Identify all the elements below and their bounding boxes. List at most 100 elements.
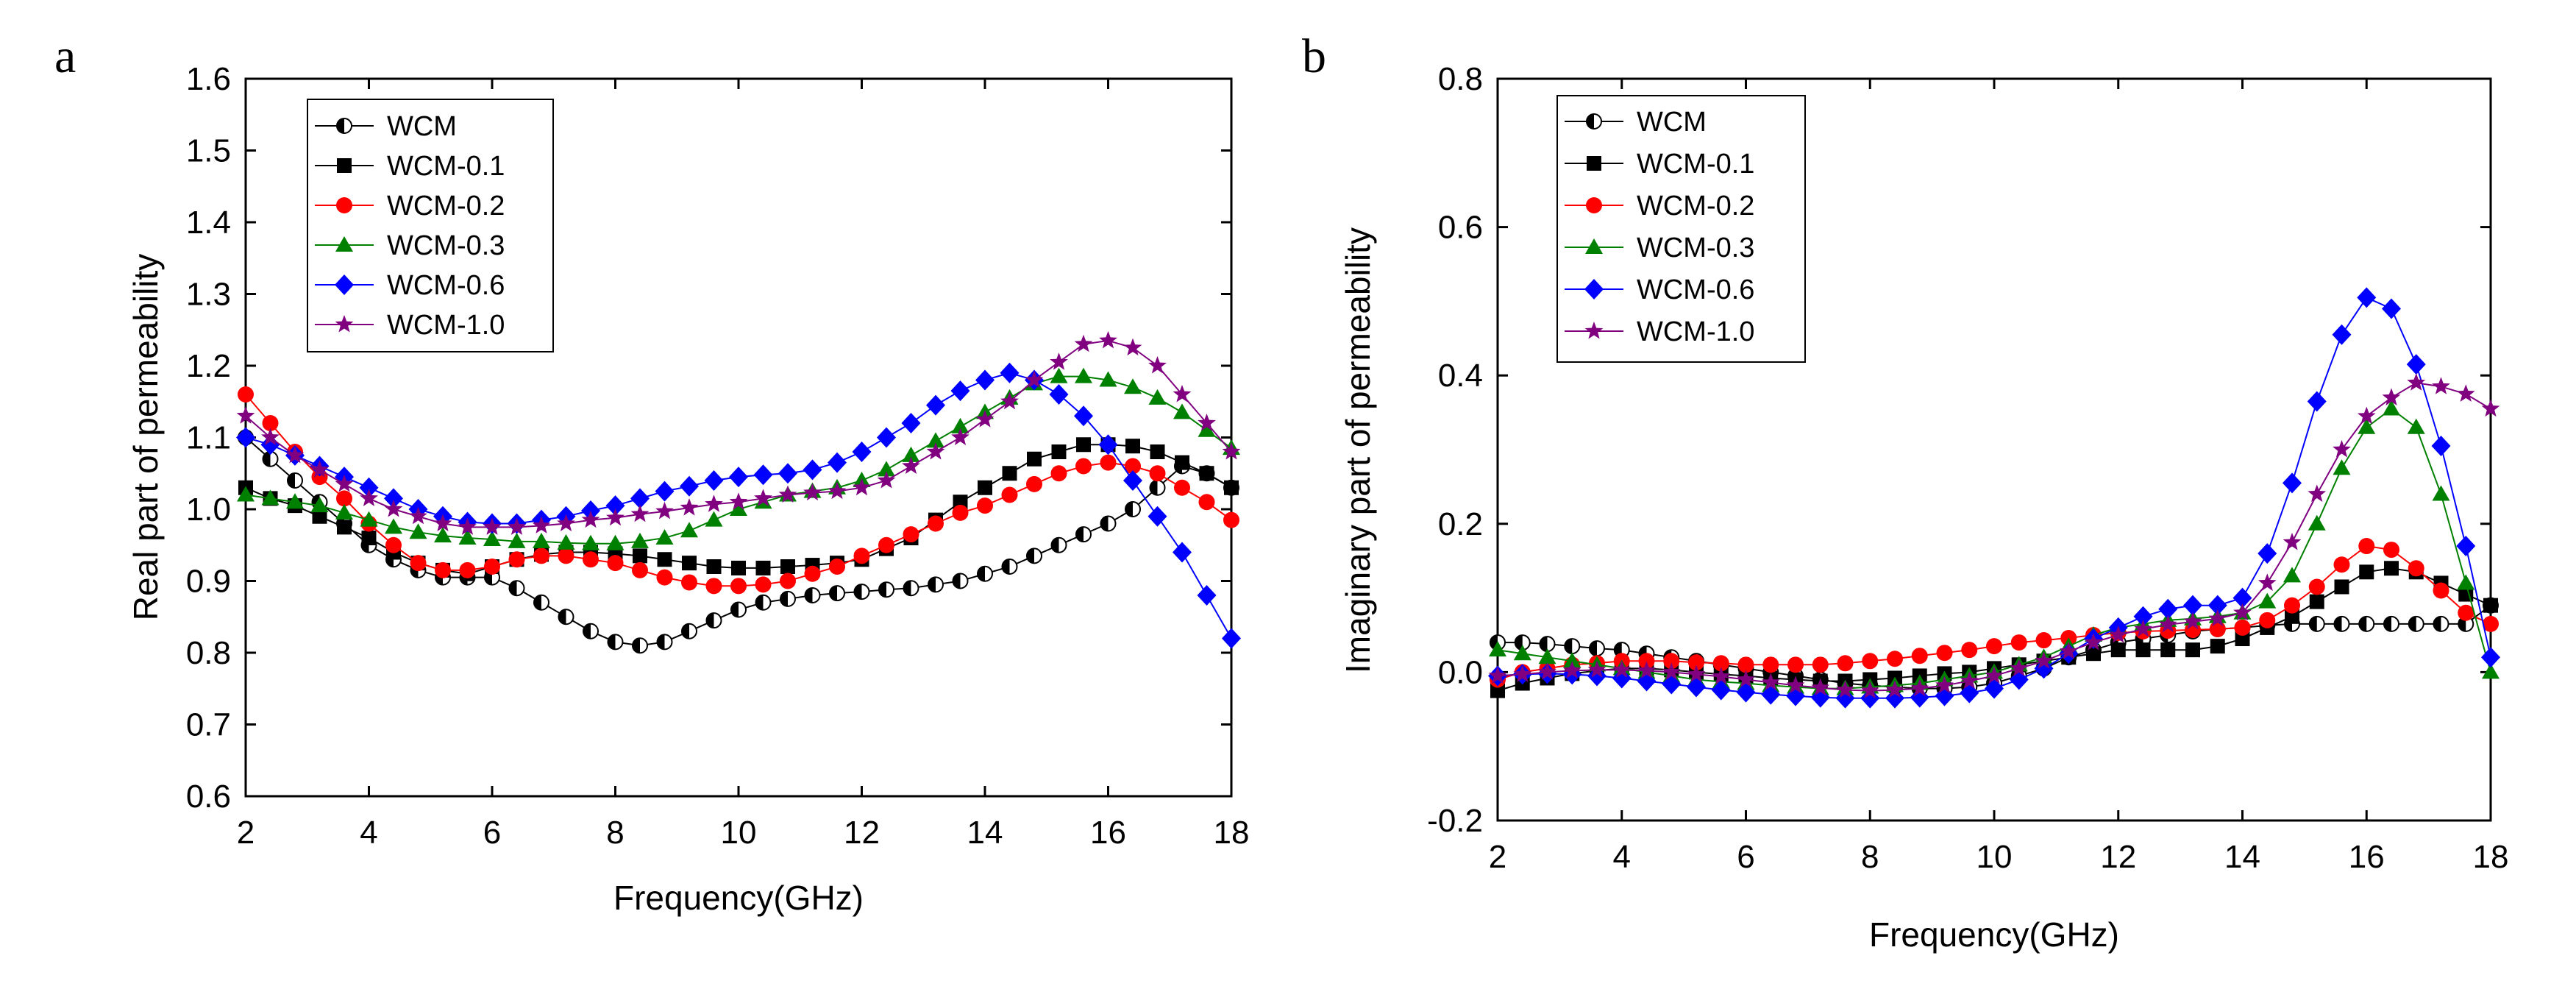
legend-label: WCM-0.3 xyxy=(387,230,505,261)
x-tick-label: 6 xyxy=(1737,839,1754,875)
data-point xyxy=(1050,536,1067,553)
data-point xyxy=(2285,609,2299,624)
data-point xyxy=(2232,587,2252,609)
data-point xyxy=(1712,655,1729,672)
data-point xyxy=(1564,638,1581,655)
data-point xyxy=(633,548,647,564)
legend-marker xyxy=(335,274,354,295)
data-point xyxy=(705,612,722,629)
y-tick-label: 0.9 xyxy=(186,564,231,600)
data-point xyxy=(558,609,574,625)
data-point xyxy=(557,534,575,550)
data-point xyxy=(558,547,574,564)
data-point xyxy=(2010,634,2027,651)
data-point xyxy=(1810,687,1830,708)
data-point xyxy=(508,551,525,568)
data-point xyxy=(1223,511,1239,528)
data-point xyxy=(1737,656,1754,673)
data-point xyxy=(2084,633,2103,651)
y-tick-label: 0.0 xyxy=(1438,654,1483,690)
data-point xyxy=(977,497,993,514)
data-point xyxy=(1125,501,1141,517)
data-point xyxy=(1050,352,1068,370)
data-point xyxy=(682,556,697,571)
data-point xyxy=(1100,454,1117,471)
data-point xyxy=(605,495,625,517)
data-point xyxy=(853,547,870,564)
data-point xyxy=(2035,651,2053,669)
data-point xyxy=(978,480,992,495)
data-point xyxy=(1148,506,1167,527)
legend-label: WCM-0.2 xyxy=(1637,191,1754,221)
data-point xyxy=(1224,480,1239,495)
data-point xyxy=(754,489,772,506)
x-tick-label: 14 xyxy=(967,815,1003,851)
data-point xyxy=(1222,628,1241,649)
x-tick-label: 2 xyxy=(1489,839,1506,875)
data-point xyxy=(1761,684,1781,705)
data-point xyxy=(384,500,403,517)
data-point xyxy=(1562,661,1581,678)
data-point xyxy=(2283,472,2302,494)
y-tick-label: 0.6 xyxy=(186,779,231,815)
data-point xyxy=(1173,385,1192,403)
data-point xyxy=(705,578,722,595)
data-point xyxy=(261,489,280,506)
data-point xyxy=(902,446,920,462)
data-point xyxy=(483,517,502,535)
data-point xyxy=(1026,475,1042,492)
data-point xyxy=(410,555,427,572)
data-point xyxy=(630,504,650,522)
y-tick-label: 0.8 xyxy=(1438,61,1483,97)
data-point xyxy=(730,500,747,516)
data-point xyxy=(2407,373,2426,391)
data-point xyxy=(952,573,969,589)
data-point xyxy=(1001,486,1018,503)
data-point xyxy=(2482,663,2499,679)
data-point xyxy=(1663,653,1680,670)
data-point xyxy=(2257,573,2277,591)
y-tick-label: 1.1 xyxy=(186,420,231,456)
data-point xyxy=(1986,638,2002,655)
legend-entry: WCM xyxy=(315,111,457,142)
data-point xyxy=(853,478,871,496)
legend-b: WCM WCM-0.1 WCM-0.2 WCM-0.3 WCM-0.6 WCM-1.0 xyxy=(1556,95,1806,363)
data-point xyxy=(656,569,673,586)
data-point xyxy=(2210,639,2225,654)
data-point xyxy=(557,514,575,531)
data-point xyxy=(1027,451,1042,467)
data-point xyxy=(877,427,896,448)
data-point xyxy=(459,561,476,578)
data-point xyxy=(1099,330,1117,349)
data-point xyxy=(1175,455,1189,470)
data-point xyxy=(1985,666,2004,684)
legend-label: WCM-0.3 xyxy=(1637,233,1754,263)
data-point xyxy=(1538,648,1556,664)
legend-entry: WCM xyxy=(1565,107,1707,138)
data-point xyxy=(2481,647,2500,668)
y-axis-title-b: Imaginary part of permeability xyxy=(1339,227,1377,673)
legend-a: WCM WCM-0.1 WCM-0.2 WCM-0.3 WCM-0.6 WCM-1.0 xyxy=(307,99,554,352)
data-point xyxy=(1687,664,1706,682)
y-tick-label: 1.0 xyxy=(186,492,231,528)
data-point xyxy=(704,470,724,491)
x-tick-label: 6 xyxy=(483,815,501,851)
data-point xyxy=(655,481,675,502)
data-point xyxy=(655,529,674,545)
data-point xyxy=(2481,399,2500,417)
legend-label: WCM-1.0 xyxy=(1637,316,1754,347)
data-point xyxy=(2456,536,2476,557)
data-point xyxy=(2183,612,2202,630)
data-point xyxy=(2208,609,2227,627)
data-point xyxy=(975,369,995,391)
data-point xyxy=(1123,338,1142,356)
data-point xyxy=(2160,642,2176,658)
data-point xyxy=(533,547,549,564)
data-point xyxy=(2059,642,2078,659)
data-point xyxy=(680,475,699,497)
data-point xyxy=(336,490,352,507)
y-tick-label: 0.6 xyxy=(1438,210,1483,246)
data-point xyxy=(1199,466,1214,481)
y-tick-label: 1.4 xyxy=(186,205,231,241)
